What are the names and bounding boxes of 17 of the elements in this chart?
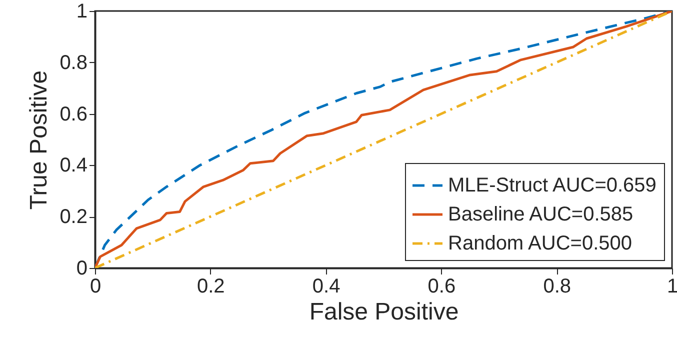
x-tick-label: 0.6 bbox=[428, 276, 456, 298]
y-tick-label: 0.8 bbox=[60, 52, 88, 74]
legend-label: Random AUC=0.500 bbox=[448, 232, 632, 254]
y-tick-label: 0.2 bbox=[60, 206, 88, 228]
legend-label: Baseline AUC=0.585 bbox=[448, 204, 634, 226]
y-tick-label: 0.6 bbox=[60, 103, 88, 126]
x-axis-title: False Positive bbox=[309, 298, 459, 326]
x-tick-label: 1 bbox=[666, 276, 677, 298]
y-axis-title: True Positive bbox=[26, 70, 53, 210]
y-tick-label: 1 bbox=[76, 0, 88, 22]
x-tick-label: 0 bbox=[90, 276, 102, 298]
x-tick-label: 0.2 bbox=[196, 276, 225, 298]
x-tick-label: 0.8 bbox=[543, 276, 572, 298]
y-tick-label: 0 bbox=[76, 258, 88, 280]
legend-label: MLE-Struct AUC=0.659 bbox=[448, 174, 656, 196]
y-tick-label: 0.4 bbox=[60, 154, 88, 177]
x-tick-label: 0.4 bbox=[312, 276, 340, 298]
